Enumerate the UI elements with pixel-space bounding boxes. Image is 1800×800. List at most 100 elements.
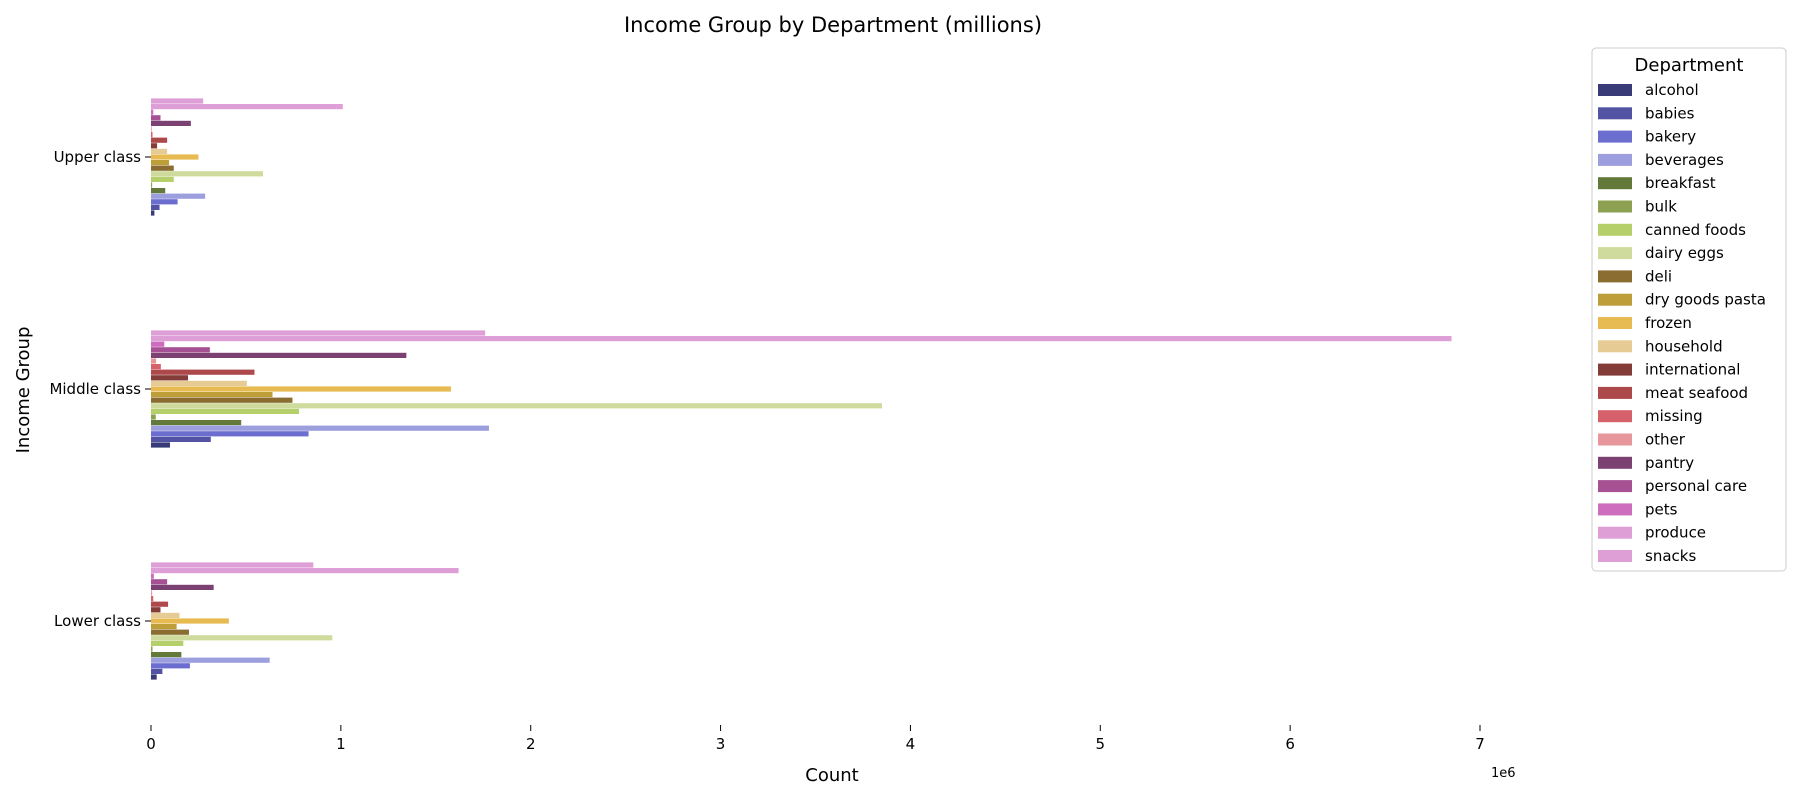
bar-dairy-eggs-upper-class[interactable] [151, 171, 264, 177]
legend-item-household[interactable]: household [1598, 337, 1723, 355]
bar-snacks-middle-class[interactable] [151, 330, 486, 336]
bar-alcohol-upper-class[interactable] [151, 210, 155, 216]
bar-produce-upper-class[interactable] [151, 104, 343, 110]
bar-pets-upper-class[interactable] [151, 109, 154, 115]
legend-item-bakery[interactable]: bakery [1598, 128, 1696, 146]
legend-item-alcohol[interactable]: alcohol [1598, 81, 1699, 99]
bars-layer [151, 98, 1452, 680]
bar-beverages-upper-class[interactable] [151, 193, 206, 199]
bar-canned-foods-lower-class[interactable] [151, 640, 184, 646]
bar-bulk-middle-class[interactable] [151, 414, 156, 420]
legend-swatch-beverages [1598, 153, 1632, 166]
bar-personal-care-lower-class[interactable] [151, 579, 168, 585]
legend-item-international[interactable]: international [1598, 361, 1740, 379]
bar-missing-middle-class[interactable] [151, 364, 161, 370]
bar-pantry-upper-class[interactable] [151, 120, 191, 126]
bar-produce-middle-class[interactable] [151, 336, 1452, 342]
legend-item-pantry[interactable]: pantry [1598, 454, 1694, 472]
bar-other-upper-class[interactable] [151, 126, 152, 132]
legend-item-produce[interactable]: produce [1598, 524, 1706, 542]
legend-item-personal-care[interactable]: personal care [1598, 477, 1747, 495]
bar-dairy-eggs-lower-class[interactable] [151, 635, 333, 641]
legend-item-deli[interactable]: deli [1598, 267, 1672, 285]
legend-item-snacks[interactable]: snacks [1598, 547, 1696, 565]
bar-meat-seafood-lower-class[interactable] [151, 601, 169, 607]
bar-bulk-upper-class[interactable] [151, 182, 153, 188]
legend-item-meat-seafood[interactable]: meat seafood [1598, 384, 1748, 402]
bar-pantry-middle-class[interactable] [151, 352, 407, 358]
bar-beverages-lower-class[interactable] [151, 657, 270, 663]
bar-babies-middle-class[interactable] [151, 436, 211, 442]
bar-alcohol-lower-class[interactable] [151, 674, 157, 680]
legend-label-other: other [1645, 431, 1686, 449]
chart-title: Income Group by Department (millions) [624, 13, 1042, 37]
bar-breakfast-lower-class[interactable] [151, 652, 182, 658]
bar-breakfast-middle-class[interactable] [151, 420, 242, 426]
bar-bakery-upper-class[interactable] [151, 199, 178, 205]
bar-frozen-lower-class[interactable] [151, 618, 229, 624]
bar-dry-goods-pasta-middle-class[interactable] [151, 392, 273, 398]
bar-bakery-lower-class[interactable] [151, 663, 190, 669]
bar-personal-care-upper-class[interactable] [151, 115, 161, 121]
bar-frozen-upper-class[interactable] [151, 154, 199, 160]
bar-deli-lower-class[interactable] [151, 629, 189, 635]
bar-international-lower-class[interactable] [151, 607, 161, 613]
bar-deli-middle-class[interactable] [151, 397, 293, 403]
x-axis-title: Count [805, 765, 858, 786]
legend-item-dry-goods-pasta[interactable]: dry goods pasta [1598, 291, 1766, 309]
bar-frozen-middle-class[interactable] [151, 386, 451, 392]
x-tick-label-3: 3 [716, 735, 726, 753]
bar-babies-upper-class[interactable] [151, 204, 160, 210]
bar-bakery-middle-class[interactable] [151, 431, 309, 437]
bar-dairy-eggs-middle-class[interactable] [151, 403, 882, 409]
x-tick-label-2: 2 [526, 735, 536, 753]
legend-item-breakfast[interactable]: breakfast [1598, 174, 1716, 192]
legend-item-other[interactable]: other [1598, 431, 1686, 449]
bar-dry-goods-pasta-lower-class[interactable] [151, 624, 177, 630]
bar-produce-lower-class[interactable] [151, 568, 459, 574]
bar-bulk-lower-class[interactable] [151, 646, 153, 652]
legend[interactable]: Department alcohol babies bakery beverages b… [1591, 47, 1787, 572]
bar-missing-upper-class[interactable] [151, 132, 153, 138]
bar-canned-foods-middle-class[interactable] [151, 408, 300, 414]
bar-snacks-lower-class[interactable] [151, 562, 314, 568]
legend-item-canned-foods[interactable]: canned foods [1598, 221, 1746, 239]
bar-babies-lower-class[interactable] [151, 668, 163, 674]
legend-swatch-snacks [1598, 550, 1632, 562]
bar-household-lower-class[interactable] [151, 612, 180, 618]
bar-beverages-middle-class[interactable] [151, 425, 489, 431]
legend-items: alcohol babies bakery beverages breakfast bul… [1598, 81, 1766, 565]
legend-label-meat-seafood: meat seafood [1645, 384, 1748, 402]
bar-alcohol-middle-class[interactable] [151, 442, 170, 448]
bar-missing-lower-class[interactable] [151, 596, 154, 602]
bar-meat-seafood-middle-class[interactable] [151, 369, 255, 375]
bar-dry-goods-pasta-upper-class[interactable] [151, 160, 170, 166]
legend-label-deli: deli [1645, 267, 1672, 285]
bar-meat-seafood-upper-class[interactable] [151, 137, 168, 143]
bar-household-middle-class[interactable] [151, 380, 247, 386]
bar-international-upper-class[interactable] [151, 143, 158, 149]
legend-item-bulk[interactable]: bulk [1598, 198, 1677, 216]
y-tick-label-upper-class: Upper class [54, 148, 142, 166]
bar-pantry-lower-class[interactable] [151, 584, 214, 590]
legend-item-babies[interactable]: babies [1598, 104, 1695, 122]
legend-item-beverages[interactable]: beverages [1598, 151, 1724, 169]
bar-personal-care-middle-class[interactable] [151, 347, 210, 353]
legend-item-missing[interactable]: missing [1598, 407, 1703, 425]
bar-household-upper-class[interactable] [151, 148, 168, 154]
bar-international-middle-class[interactable] [151, 375, 189, 381]
bar-pets-lower-class[interactable] [151, 573, 154, 579]
bar-deli-upper-class[interactable] [151, 165, 174, 171]
bar-snacks-upper-class[interactable] [151, 98, 204, 104]
bar-other-lower-class[interactable] [151, 590, 153, 596]
legend-label-dry-goods-pasta: dry goods pasta [1645, 291, 1766, 309]
legend-item-pets[interactable]: pets [1598, 500, 1678, 518]
bar-other-middle-class[interactable] [151, 358, 157, 364]
bar-canned-foods-upper-class[interactable] [151, 176, 174, 182]
bar-pets-middle-class[interactable] [151, 341, 165, 347]
bar-breakfast-upper-class[interactable] [151, 188, 166, 194]
legend-item-frozen[interactable]: frozen [1598, 314, 1692, 332]
legend-label-pantry: pantry [1645, 454, 1694, 472]
legend-label-babies: babies [1645, 104, 1695, 122]
legend-item-dairy-eggs[interactable]: dairy eggs [1598, 244, 1724, 262]
